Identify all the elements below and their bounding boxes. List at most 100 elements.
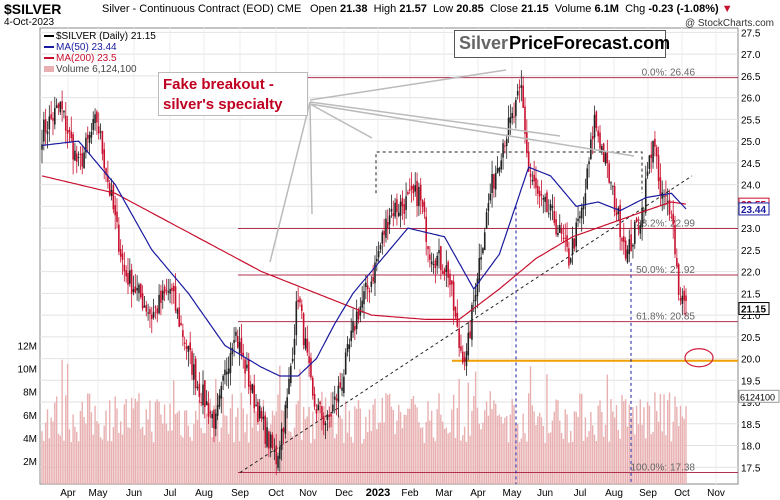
volume-bar <box>449 432 451 484</box>
time-tick-label: Apr <box>60 488 76 499</box>
candle-body <box>255 404 257 406</box>
candle-body <box>546 192 548 213</box>
candle-body <box>555 219 557 235</box>
volume-bar <box>312 411 314 484</box>
volume-tick-label: 8M <box>23 388 37 399</box>
candle-body <box>268 431 270 449</box>
candle-body <box>533 174 535 182</box>
candle-body <box>580 207 583 219</box>
volume-bar <box>573 411 576 484</box>
candle-body <box>129 270 131 284</box>
volume-bar <box>423 442 426 484</box>
candle-body <box>476 278 479 297</box>
candle-body <box>482 248 484 254</box>
time-tick-label: Oct <box>674 488 690 499</box>
candle-body <box>458 328 460 348</box>
candle-body <box>44 119 47 133</box>
candle-body <box>621 237 623 242</box>
volume-bar <box>143 435 146 484</box>
candle-body <box>485 212 488 229</box>
volume-bar <box>151 431 153 484</box>
candle-body <box>70 131 73 139</box>
candle-body <box>258 405 261 419</box>
volume-bar <box>332 414 334 484</box>
volume-bar <box>204 433 206 484</box>
volume-bar <box>158 401 160 484</box>
candle-body <box>562 237 565 239</box>
volume-bar <box>396 420 398 484</box>
volume-tick-label: 6M <box>23 411 37 422</box>
volume-bar <box>577 416 579 484</box>
volume-bar <box>474 371 477 484</box>
candle-body <box>79 153 82 156</box>
volume-bar <box>571 441 574 484</box>
candle-body <box>357 310 360 320</box>
candle-body <box>407 192 409 195</box>
candle-body <box>515 99 517 117</box>
legend-ma200: MA(200) 23.5 <box>44 53 117 64</box>
volume-bar <box>498 414 501 484</box>
price-tick-label: 24.5 <box>741 159 761 170</box>
volume-bar <box>511 399 513 484</box>
open-value: 21.38 <box>339 3 368 15</box>
volume-bar <box>376 429 378 484</box>
candle-body <box>343 376 345 393</box>
volume-bar <box>222 396 224 484</box>
annotation-pointer <box>309 103 635 157</box>
candle-body <box>685 295 687 302</box>
candle-body <box>425 216 428 243</box>
candle-body <box>96 111 98 123</box>
volume-bar <box>242 408 244 484</box>
volume-bar <box>174 414 177 484</box>
volume-bar <box>306 416 308 484</box>
volume-bar <box>482 422 484 484</box>
volume-bar <box>595 441 598 484</box>
candle-body <box>141 293 144 309</box>
candle-body <box>637 226 640 230</box>
candle-body <box>321 406 323 419</box>
ohlc-summary: Open 21.38 High 21.57 Low 20.85 Close 21… <box>310 3 733 15</box>
candle-body <box>236 336 239 348</box>
volume-bar <box>284 428 287 484</box>
volume-bar <box>145 409 147 484</box>
volume-bar <box>220 427 222 484</box>
candle-body <box>315 409 318 414</box>
volume-bar <box>495 403 497 484</box>
candle-body <box>399 201 402 216</box>
candle-body <box>461 351 464 363</box>
volume-bar <box>108 400 111 484</box>
candle-body <box>286 397 288 409</box>
candle-body <box>474 295 477 302</box>
range-box <box>375 151 643 194</box>
volume-bar <box>639 399 641 484</box>
volume-bar <box>66 363 69 484</box>
candle-body <box>644 178 647 213</box>
volume-bar <box>491 409 493 484</box>
candle-body <box>68 129 71 132</box>
candle-body <box>112 184 115 210</box>
volume-bar <box>674 396 676 484</box>
candle-body <box>643 209 645 211</box>
volume-bar <box>500 416 502 484</box>
fib-level-label: 50.0%: 21.92 <box>636 265 695 276</box>
volume-bar <box>608 441 610 484</box>
volume-bar <box>348 410 351 484</box>
candle-body <box>504 145 506 147</box>
volume-bar <box>185 410 188 484</box>
volume-bar <box>85 423 87 484</box>
time-tick-label: 2023 <box>366 487 390 499</box>
volume-bar <box>366 432 369 484</box>
volume-bar <box>606 374 609 484</box>
candle-body <box>654 138 656 147</box>
candle-body <box>118 224 120 252</box>
volume-bar <box>533 411 535 484</box>
legend-volume-text: Volume 6,124,100 <box>56 64 137 75</box>
down-triangle-icon: ▼ <box>721 3 733 15</box>
volume-bar <box>317 408 319 484</box>
volume-bar <box>416 407 418 484</box>
volume-bar <box>74 426 76 484</box>
volume-bar <box>152 442 155 484</box>
volume-bar <box>447 433 449 484</box>
candle-body <box>50 114 52 119</box>
candle-body <box>668 199 671 215</box>
